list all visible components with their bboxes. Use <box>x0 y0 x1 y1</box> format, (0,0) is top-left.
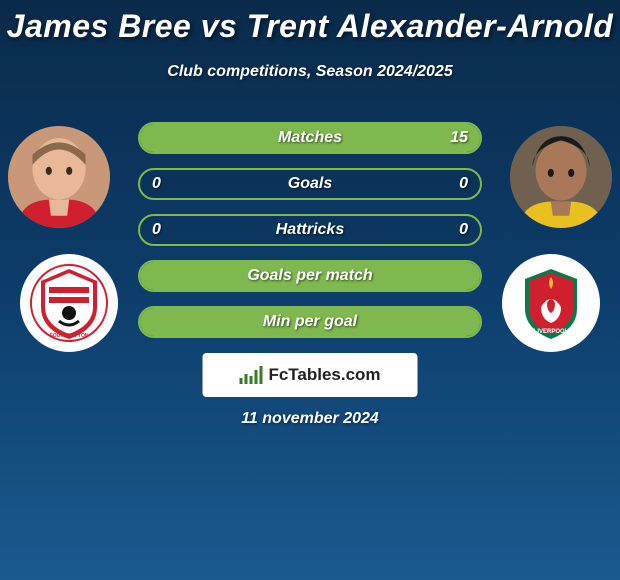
brand-badge: FcTables.com <box>203 353 418 397</box>
stat-value-right: 15 <box>450 129 468 147</box>
comparison-date: 11 november 2024 <box>0 410 620 428</box>
liverpool-crest-icon: LIVERPOOL <box>511 263 591 343</box>
stat-row: Matches 15 <box>138 122 482 154</box>
stat-value-right: 0 <box>459 175 468 193</box>
stat-value-right: 0 <box>459 221 468 239</box>
stats-container: Matches 15 0 Goals 0 0 Hattricks 0 Goals per mat… <box>138 122 482 352</box>
svg-text:SOUTHAMPTON: SOUTHAMPTON <box>49 333 88 339</box>
person-icon <box>510 126 612 228</box>
southampton-crest-icon: SOUTHAMPTON <box>29 263 109 343</box>
comparison-title: James Bree vs Trent Alexander-Arnold <box>0 0 620 45</box>
stat-label: Min per goal <box>263 313 357 331</box>
player-left-avatar <box>8 126 110 228</box>
svg-text:LIVERPOOL: LIVERPOOL <box>534 329 569 335</box>
stat-value-left: 0 <box>152 175 161 193</box>
club-right-logo: LIVERPOOL <box>502 254 600 352</box>
stat-label: Goals <box>288 175 332 193</box>
stat-row: 0 Hattricks 0 <box>138 214 482 246</box>
stat-row: Min per goal <box>138 306 482 338</box>
club-left-logo: SOUTHAMPTON <box>20 254 118 352</box>
brand-text: FcTables.com <box>268 365 380 385</box>
stat-label: Goals per match <box>247 267 372 285</box>
stat-row: Goals per match <box>138 260 482 292</box>
stat-value-left: 0 <box>152 221 161 239</box>
stat-label: Hattricks <box>276 221 344 239</box>
stat-label: Matches <box>278 129 342 147</box>
bar-chart-icon <box>239 366 262 384</box>
stat-row: 0 Goals 0 <box>138 168 482 200</box>
player-right-avatar <box>510 126 612 228</box>
person-icon <box>8 126 110 228</box>
comparison-subtitle: Club competitions, Season 2024/2025 <box>0 63 620 81</box>
